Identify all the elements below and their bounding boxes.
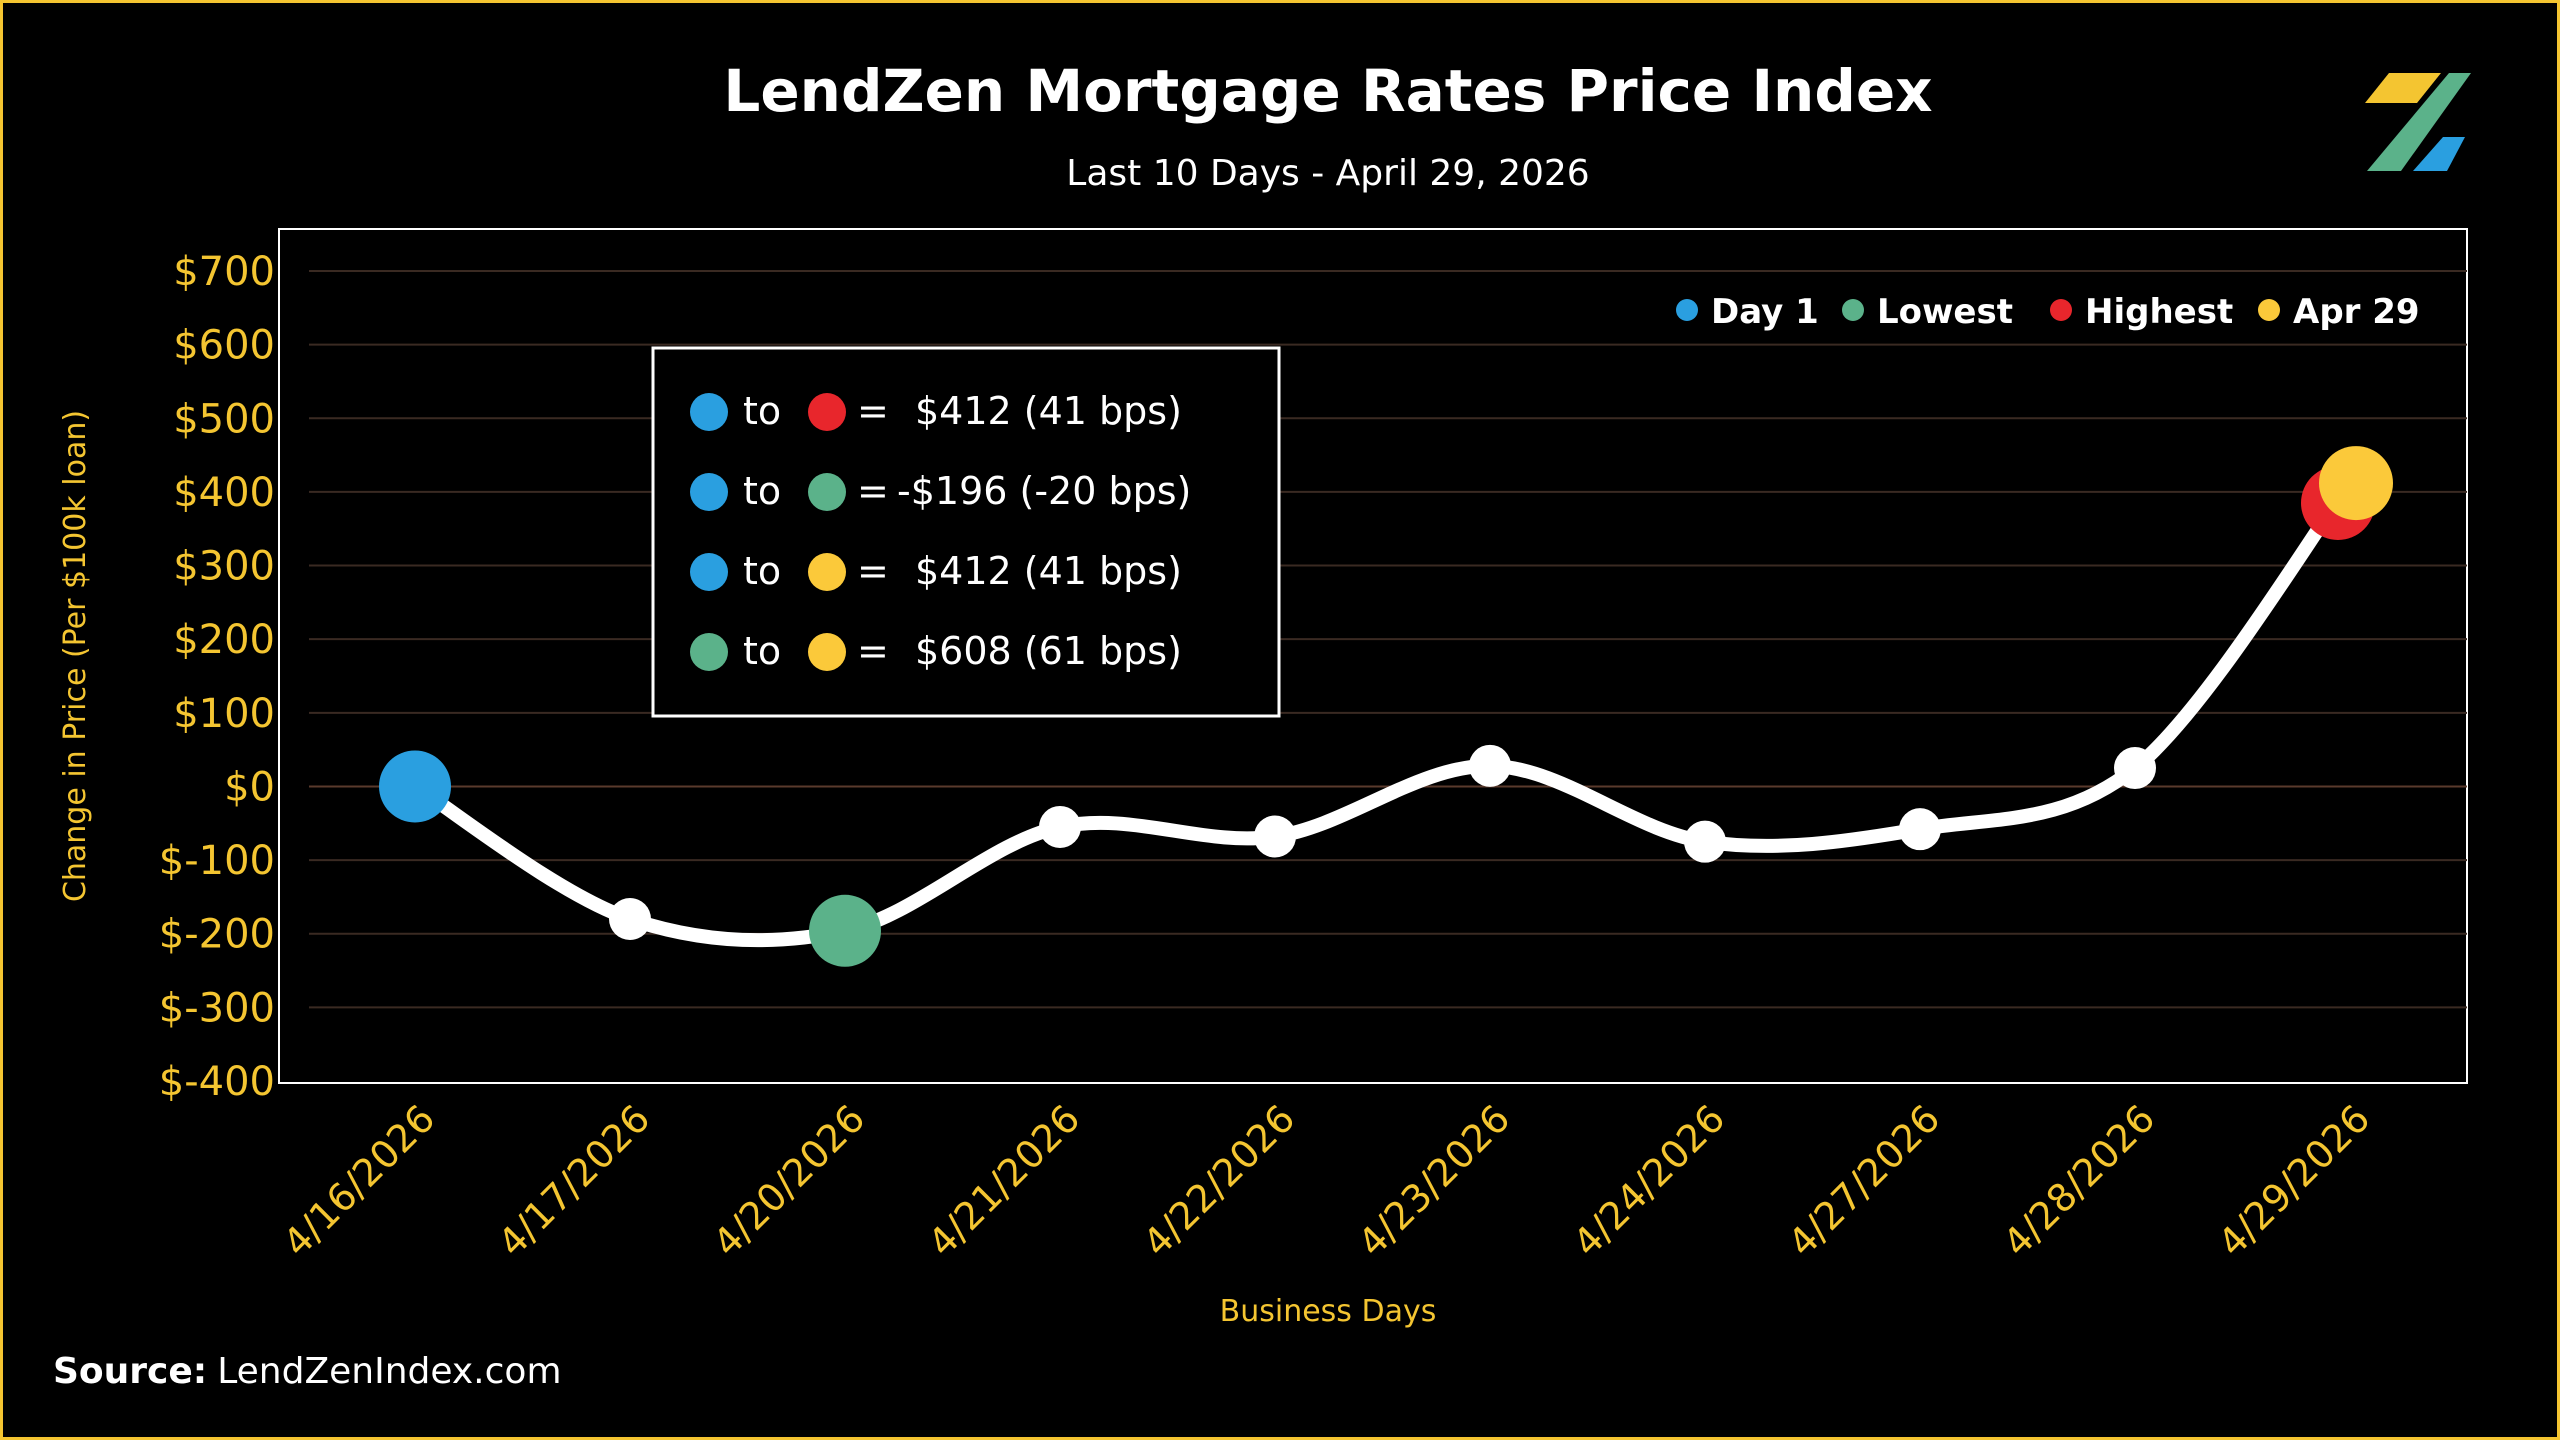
comparison-equals: = (857, 629, 889, 673)
y-axis-label: Change in Price (Per $100k loan) (58, 410, 93, 902)
x-tick-label: 4/28/2026 (1994, 1096, 2163, 1265)
comparison-to-dot (808, 553, 846, 591)
data-point-day-1 (379, 750, 451, 823)
y-tick-label: $-100 (159, 838, 275, 884)
chart-title: LendZen Mortgage Rates Price Index (723, 57, 1932, 125)
comparison-from-dot (690, 553, 728, 591)
comparison-from-dot (690, 393, 728, 431)
comparison-to-word: to (743, 629, 781, 673)
x-tick-label: 4/17/2026 (489, 1096, 658, 1265)
data-point (1039, 805, 1081, 848)
data-point (609, 898, 651, 940)
x-axis-label: Business Days (1220, 1294, 1437, 1329)
y-tick-label: $700 (173, 249, 275, 295)
x-axis-ticks: 4/16/2026 4/17/2026 4/20/2026 4/21/2026 4/22… (274, 1096, 2378, 1265)
comparison-equals: = (857, 389, 889, 433)
x-tick-label: 4/22/2026 (1134, 1096, 1303, 1265)
chart-subtitle: Last 10 Days - April 29, 2026 (1066, 153, 1589, 194)
x-tick-label: 4/21/2026 (919, 1096, 1088, 1265)
x-tick-label: 4/20/2026 (704, 1096, 873, 1265)
data-point (1254, 815, 1296, 858)
legend-label: Highest (2085, 292, 2233, 332)
comparison-from-dot (690, 473, 728, 511)
legend-swatch (2050, 299, 2072, 321)
legend-label: Day 1 (1711, 292, 1819, 332)
x-tick-label: 4/27/2026 (1779, 1096, 1948, 1265)
legend-label: Lowest (1877, 292, 2013, 332)
chart-svg: LendZen Mortgage Rates Price Index Last … (53, 57, 2471, 1392)
y-tick-label: $300 (173, 544, 275, 590)
comparison-equals: = (857, 469, 889, 513)
x-tick-label: 4/16/2026 (274, 1096, 443, 1265)
comparison-to-word: to (743, 469, 781, 513)
data-points (379, 446, 2393, 967)
legend-label: Apr 29 (2293, 292, 2420, 332)
data-point (1469, 744, 1511, 787)
legend-swatch (1676, 299, 1698, 321)
series-line (408, 476, 2357, 948)
y-tick-label: $400 (173, 470, 275, 516)
legend-swatch (1842, 299, 1864, 321)
comparison-value: -$196 (-20 bps) (897, 469, 1191, 513)
comparison-to-dot (808, 633, 846, 671)
comparison-value: $412 (41 bps) (915, 549, 1182, 593)
y-tick-label: $500 (173, 396, 275, 442)
y-tick-label: $200 (173, 617, 275, 663)
logo-top-bar (2365, 73, 2441, 103)
y-axis-ticks: $700 $600 $500 $400 $300 $200 $100 $0 $-100 $-200… (159, 249, 275, 1105)
y-tick-label: $600 (173, 323, 275, 369)
data-point (1684, 820, 1726, 863)
data-point (1899, 808, 1941, 851)
source-line: Source: LendZenIndex.com (53, 1351, 562, 1392)
comparison-to-dot (808, 393, 846, 431)
comparison-equals: = (857, 549, 889, 593)
x-tick-label: 4/29/2026 (2209, 1096, 2378, 1265)
legend: Day 1 Lowest Highest Apr 29 (1676, 292, 2420, 332)
comparison-rows: to = $412 (41 bps)to = -$196 (-20 bps)to = $41… (690, 389, 1191, 673)
y-tick-label: $100 (173, 691, 275, 737)
data-point-apr-29 (2319, 446, 2393, 521)
plot-area (278, 228, 2468, 1084)
y-tick-label: $-300 (159, 985, 275, 1031)
comparison-value: $412 (41 bps) (915, 389, 1182, 433)
y-tick-label: $-400 (159, 1059, 275, 1105)
grid-lines (309, 270, 2467, 1009)
source-label: Source: (53, 1351, 207, 1392)
data-point (2114, 747, 2156, 790)
comparison-to-word: to (743, 389, 781, 433)
source-text: LendZenIndex.com (217, 1351, 561, 1392)
comparison-to-dot (808, 473, 846, 511)
x-tick-label: 4/24/2026 (1564, 1096, 1733, 1265)
data-point-lowest (809, 894, 881, 967)
comparison-from-dot (690, 633, 728, 671)
x-tick-label: 4/23/2026 (1349, 1096, 1518, 1265)
y-tick-label: $0 (224, 764, 275, 810)
legend-swatch (2258, 299, 2280, 321)
comparison-value: $608 (61 bps) (915, 629, 1182, 673)
logo-diagonal (2367, 73, 2471, 171)
logo-bottom-bar (2413, 137, 2465, 171)
lendzen-logo (2365, 73, 2471, 171)
comparison-box (651, 346, 1281, 718)
comparison-to-word: to (743, 549, 781, 593)
y-tick-label: $-200 (159, 912, 275, 958)
